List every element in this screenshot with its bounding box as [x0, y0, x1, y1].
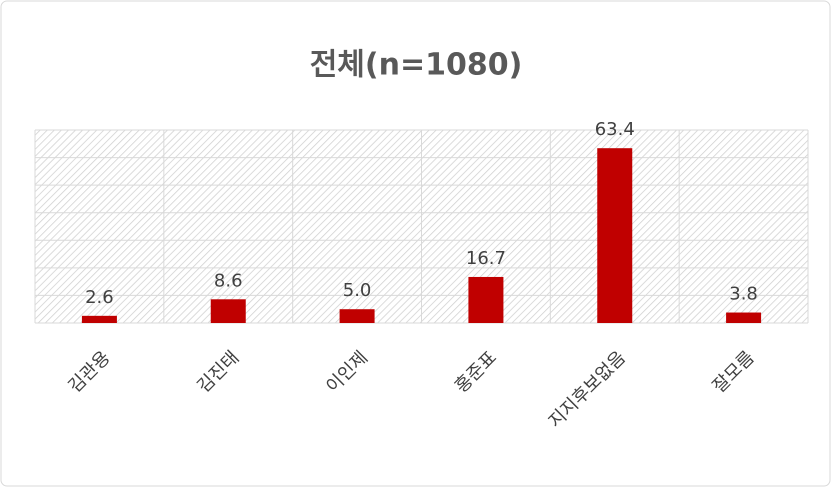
data-label: 3.8: [729, 284, 758, 305]
bar: [339, 309, 375, 323]
data-label: 8.6: [214, 270, 243, 291]
bar: [726, 312, 762, 323]
data-label: 5.0: [343, 280, 372, 301]
data-label: 63.4: [595, 119, 635, 140]
chart-title: 전체(n=1080): [310, 48, 523, 83]
bar: [468, 276, 504, 323]
bar: [81, 315, 117, 323]
bar: [210, 299, 246, 323]
data-label: 16.7: [466, 248, 506, 269]
bar: [597, 148, 633, 323]
data-label: 2.6: [85, 287, 114, 308]
